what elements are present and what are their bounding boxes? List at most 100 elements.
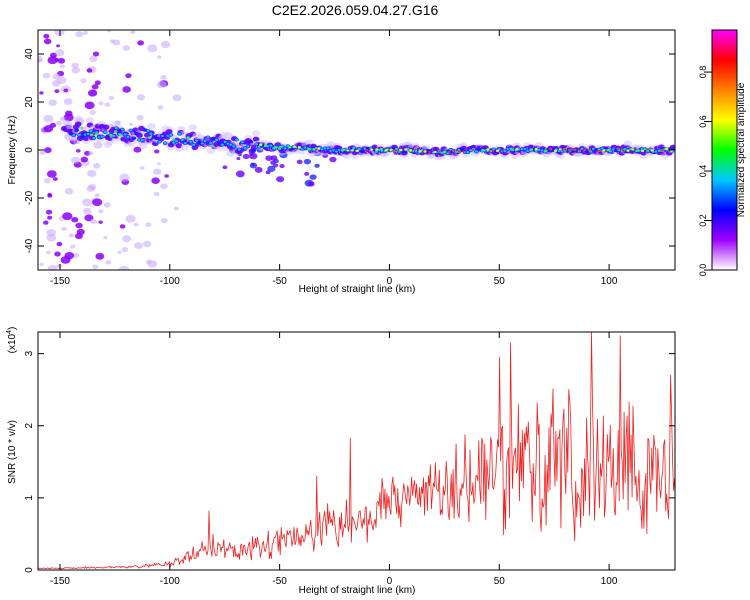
spectrogram-cell (122, 45, 130, 51)
snr-panel: -150 -100 -50 0 50 100 0 1 2 3 Height of straigh… (6, 327, 676, 596)
spectrogram-cell (145, 259, 152, 265)
spectrogram-y-label: Frequency (Hz) (7, 116, 18, 185)
spectrogram-cell (307, 181, 315, 187)
spectrogram-cell (88, 151, 94, 156)
spectrogram-cell (66, 123, 75, 131)
spectrogram-cell (123, 133, 127, 136)
spectrogram-cell (103, 131, 107, 134)
spectrogram-cell (459, 147, 465, 152)
spectrogram-cell (293, 145, 296, 148)
spectrogram-cell (149, 132, 153, 135)
spectrogram-cell (549, 148, 552, 151)
spectrogram-cell (84, 101, 95, 110)
spectrogram-cell (38, 55, 43, 63)
spectrogram-cell (154, 136, 159, 141)
spectrogram-cell (92, 136, 96, 140)
spectrogram-cell (246, 145, 250, 148)
spectrogram-cell (646, 148, 649, 151)
spectrogram-cell (650, 149, 654, 152)
spectrogram-cell (71, 156, 80, 164)
spectrogram-cell (145, 222, 152, 227)
spectrogram-cell (86, 132, 90, 136)
spectrogram-cell (314, 163, 320, 168)
spectrogram-cell (563, 148, 567, 151)
spectrogram-cell (206, 136, 210, 139)
spectrogram-cell (121, 246, 129, 253)
spectrogram-cell (423, 150, 427, 153)
spectrogram-cell (39, 91, 44, 95)
spectrogram-cell (510, 148, 514, 151)
spectrogram-cell (139, 166, 145, 170)
spectrogram-cell (151, 177, 160, 184)
snr-y-tick-label: 1 (24, 495, 35, 501)
spectrogram-cell (200, 142, 204, 145)
spectrogram-cell (57, 57, 66, 64)
spectrogram-cell (68, 233, 74, 238)
spectrogram-cell (76, 149, 81, 153)
spectrogram-x-tick-label: -150 (50, 276, 70, 287)
spectrogram-cell (389, 148, 393, 151)
spectrogram-cell (157, 105, 164, 110)
spectrogram-cell (312, 148, 316, 151)
spectrogram-cell (89, 133, 94, 137)
spectrogram-cell (89, 55, 98, 63)
spectrogram-cell (47, 215, 53, 220)
snr-y-label: SNR (10 * v/v) (7, 420, 18, 484)
spectrogram-cell (70, 244, 76, 249)
spectrogram-cell (47, 56, 58, 65)
spectrogram-cell (52, 177, 58, 181)
spectrogram-cell (133, 146, 142, 153)
spectrogram-cell (235, 138, 239, 141)
spectrogram-cell (48, 99, 58, 107)
spectrogram-cell (222, 165, 228, 170)
spectrogram-y-tick-label: 20 (24, 96, 35, 108)
spectrogram-cell (623, 140, 632, 147)
spectrogram-cell (72, 252, 80, 259)
spectrogram-cell (120, 128, 124, 131)
spectrogram-cell (125, 73, 132, 79)
spectrogram-cell (87, 169, 97, 178)
spectrogram-cell (418, 150, 422, 153)
spectrogram-cell (45, 250, 51, 255)
spectrogram-cell (352, 147, 356, 150)
spectrogram-cell (160, 74, 167, 80)
spectrogram-cell (554, 149, 557, 152)
spectrogram-cell (77, 133, 82, 137)
spectrogram-cell (192, 143, 196, 147)
spectrogram-cell (283, 147, 287, 150)
spectrogram-cell (210, 144, 215, 148)
colorbar: 0.0 0.2 0.4 0.6 0.8 Normalized spectral ampl… (698, 29, 747, 276)
spectrogram-cell (131, 136, 137, 140)
spectrogram-y-tick-label: 0 (24, 147, 35, 153)
spectrogram-cell (147, 136, 152, 139)
spectrogram-cell (54, 251, 61, 257)
spectrogram-cell (180, 138, 184, 142)
spectrogram-x-tick-label: -50 (272, 276, 287, 287)
colorbar-tick-label: 0.6 (698, 115, 708, 128)
spectrogram-cell (126, 135, 130, 139)
spectrogram-cell (602, 149, 606, 152)
spectrogram-cell (75, 31, 84, 38)
spectrogram-cell (80, 126, 84, 130)
spectrogram-cell (375, 148, 379, 151)
snr-x-ticks: -150 -100 -50 0 50 100 (50, 332, 618, 587)
spectrogram-cell (89, 129, 93, 133)
spectrogram-cell (147, 123, 156, 130)
spectrogram-cell (72, 134, 76, 137)
spectrogram-cell (134, 131, 139, 136)
spectrogram-cell (63, 88, 69, 93)
spectrogram-cell (55, 49, 65, 57)
spectrogram-cell (438, 150, 441, 153)
spectrogram-cell (296, 159, 303, 165)
spectrogram-cell (63, 98, 73, 105)
spectrogram-cell (172, 138, 176, 141)
spectrogram-cell (462, 150, 465, 153)
spectrogram-cell (643, 147, 647, 151)
spectrogram-cell (160, 217, 168, 224)
spectrogram-cell (65, 110, 73, 117)
spectrogram-cell (351, 149, 354, 152)
spectrogram-cell (87, 89, 98, 97)
snr-x-tick-label: -50 (272, 576, 287, 587)
spectrogram-cell (442, 150, 447, 154)
spectrogram-cell (394, 149, 398, 152)
